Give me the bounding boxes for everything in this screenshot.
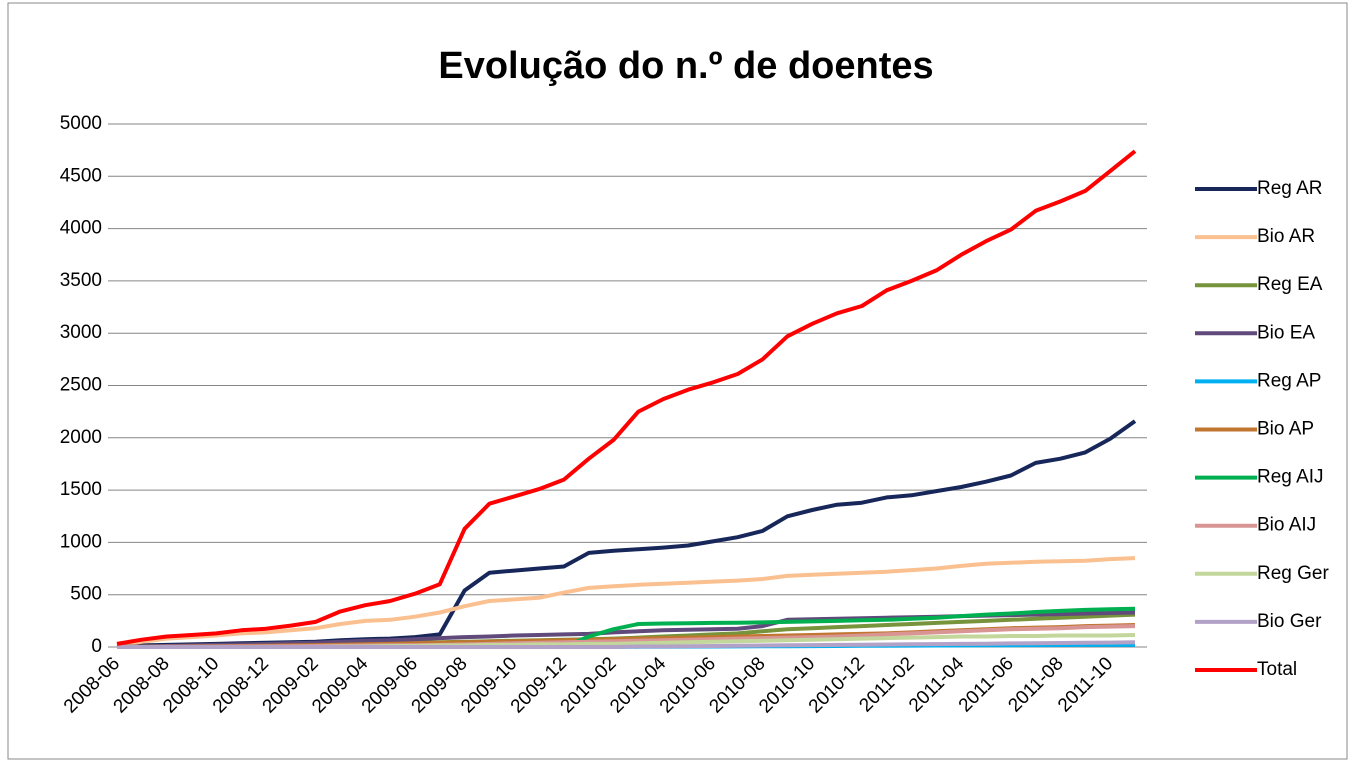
legend-label: Bio EA <box>1257 322 1315 343</box>
y-tick-label: 4500 <box>60 165 102 186</box>
legend-label: Total <box>1257 659 1297 680</box>
legend-label: Bio Ger <box>1257 611 1322 632</box>
legend-label: Bio AP <box>1257 419 1314 440</box>
legend-label: Reg Ger <box>1257 563 1329 584</box>
legend-label: Reg EA <box>1257 274 1323 295</box>
legend-label: Reg AIJ <box>1257 467 1324 488</box>
y-tick-label: 5000 <box>60 113 102 134</box>
y-tick-label: 3000 <box>60 322 102 343</box>
y-tick-label: 1000 <box>60 531 102 552</box>
series-line <box>117 640 1136 649</box>
legend-label: Reg AR <box>1257 178 1322 199</box>
y-tick-label: 2500 <box>60 375 102 396</box>
y-tick-label: 500 <box>70 584 102 605</box>
y-tick-label: 3500 <box>60 270 102 291</box>
legend-label: Reg AP <box>1257 370 1321 391</box>
y-tick-label: 2000 <box>60 427 102 448</box>
series-line <box>116 556 1136 647</box>
y-tick-label: 1500 <box>60 479 102 500</box>
legend-label: Bio AIJ <box>1257 515 1316 536</box>
legend-label: Bio AR <box>1257 226 1315 247</box>
series-line <box>116 149 1137 646</box>
y-tick-label: 0 <box>91 636 102 657</box>
y-tick-label: 4000 <box>60 218 102 239</box>
chart-title: Evolução do n.º de doentes <box>438 45 933 87</box>
